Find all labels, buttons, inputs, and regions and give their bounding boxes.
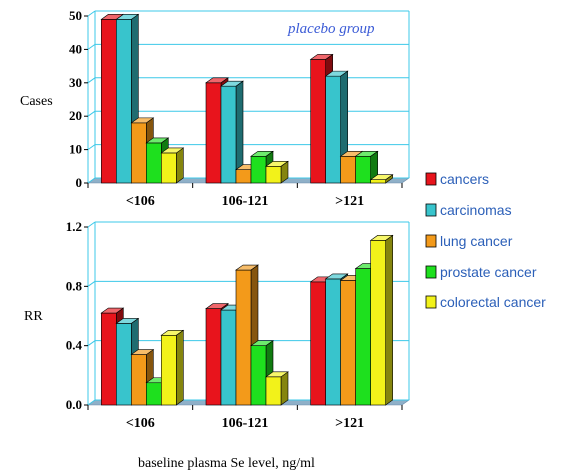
legend-swatch-lung-cancer — [425, 234, 437, 248]
cases-chart: 0 10 20 30 40 50 <106 106-121 >121 Cases placeb… — [20, 8, 410, 209]
legend-swatch-colorectal-cancer — [425, 295, 437, 309]
cases-y-tick-label: 50 — [69, 8, 82, 23]
legend-swatch-cancers — [425, 172, 437, 186]
legend-item-cancers: cancers — [425, 171, 489, 187]
legend: cancers carcinomas lung cancer prostate … — [425, 171, 546, 310]
bar-carcinomas-106-121-cases — [220, 80, 244, 184]
rr-y-tick-label: 1.2 — [66, 219, 82, 234]
cases-y-axis-label: Cases — [20, 94, 53, 109]
bar-colorectal-cancer-106-121-cases — [265, 160, 289, 184]
rr-category-label-0: <106 — [126, 416, 155, 431]
legend-item-lung-cancer: lung cancer — [425, 233, 513, 249]
cases-category-label-1: 106-121 — [222, 194, 269, 209]
legend-label-cancers: cancers — [440, 171, 489, 187]
cases-y-tick-label: 0 — [76, 175, 83, 190]
legend-item-prostate-cancer: prostate cancer — [425, 264, 537, 280]
legend-label-carcinomas: carcinomas — [440, 202, 512, 218]
rr-category-label-1: 106-121 — [222, 416, 269, 431]
cases-y-tick-label: 10 — [69, 142, 82, 157]
cases-category-labels: <106 106-121 >121 — [126, 194, 364, 209]
rr-y-tick-label: 0.8 — [66, 278, 83, 293]
bar-colorectal-cancer-106-rr — [160, 329, 185, 406]
bar-colorectal-cancer-106-cases — [160, 147, 185, 184]
cases-category-label-0: <106 — [126, 194, 155, 209]
rr-y-axis-label: RR — [24, 309, 43, 324]
bar-colorectal-cancer-106-121-rr — [265, 371, 289, 406]
legend-swatch-prostate-cancer — [425, 265, 437, 279]
cases-y-ticks: 0 10 20 30 40 50 — [69, 8, 82, 190]
cases-y-tick-label: 30 — [69, 75, 82, 90]
bar-prostate-cancer-121-cases — [354, 150, 379, 184]
legend-item-carcinomas: carcinomas — [425, 202, 512, 218]
rr-chart: 0.0 0.4 0.8 1.2 <106 106-121 >121 RR baseline… — [24, 219, 410, 471]
cases-y-tick-label: 40 — [69, 41, 82, 56]
rr-bars — [100, 234, 394, 406]
rr-y-tick-label: 0.4 — [66, 338, 83, 353]
x-axis-label: baseline plasma Se level, ng/ml — [138, 456, 315, 471]
rr-y-tick-label: 0.0 — [66, 397, 82, 412]
rr-y-ticks: 0.0 0.4 0.8 1.2 — [66, 219, 83, 412]
placebo-group-annotation: placebo group — [287, 21, 375, 37]
legend-label-prostate-cancer: prostate cancer — [440, 264, 537, 280]
rr-category-label-2: >121 — [335, 416, 364, 431]
bar-colorectal-cancer-121-cases — [369, 174, 394, 184]
cases-y-tick-label: 20 — [69, 108, 82, 123]
cases-category-label-2: >121 — [335, 194, 364, 209]
cases-bars — [100, 13, 394, 184]
legend-item-colorectal-cancer: colorectal cancer — [425, 294, 546, 310]
legend-label-lung-cancer: lung cancer — [440, 233, 513, 249]
legend-label-colorectal-cancer: colorectal cancer — [440, 294, 546, 310]
legend-swatch-carcinomas — [425, 203, 437, 217]
bar-colorectal-cancer-121-rr — [369, 234, 394, 406]
rr-category-labels: <106 106-121 >121 — [126, 416, 364, 431]
